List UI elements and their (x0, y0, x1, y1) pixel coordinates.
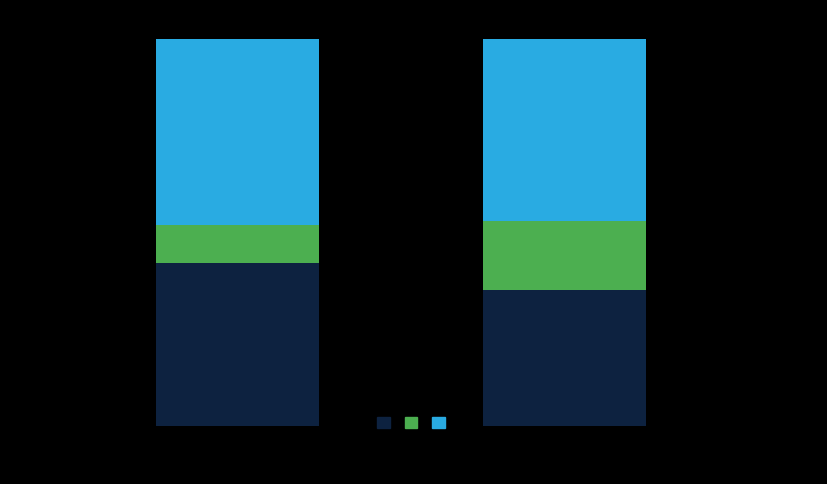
Bar (155, 263, 319, 426)
Bar (155, 225, 319, 263)
Legend: , , : , , (372, 412, 455, 435)
Bar (483, 290, 646, 426)
Bar (483, 221, 646, 290)
Bar (483, 39, 646, 221)
Bar (155, 39, 319, 225)
